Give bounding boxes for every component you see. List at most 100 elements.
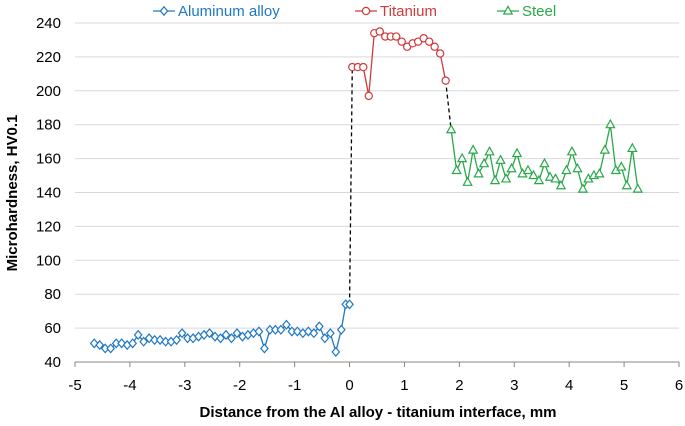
x-axis-title: Distance from the Al alloy - titanium in… — [199, 404, 556, 421]
x-axis — [74, 361, 680, 367]
y-tick-label: 240 — [36, 15, 61, 32]
aluminum-alloy-point — [314, 321, 324, 332]
aluminum-alloy-point — [276, 324, 286, 335]
aluminum-alloy-point — [282, 319, 291, 330]
legend-marker — [159, 5, 169, 17]
legend: Aluminum alloy Titanium Steel — [153, 3, 556, 20]
steel-point — [566, 145, 578, 156]
titanium-point — [441, 76, 450, 85]
y-tick-label: 220 — [36, 49, 61, 66]
aluminum-alloy-point — [106, 343, 116, 354]
x-tick-label: 0 — [345, 377, 353, 394]
steel-point — [445, 123, 457, 134]
legend-label: Titanium — [380, 3, 437, 20]
steel-point — [621, 179, 633, 190]
aluminum-alloy-point — [95, 339, 105, 351]
steel-point — [484, 145, 495, 156]
steel-point — [528, 169, 539, 180]
steel-point — [605, 118, 616, 129]
x-tick-label: -5 — [68, 377, 81, 394]
aluminum-alloy-point — [345, 299, 354, 310]
steel-point — [572, 162, 583, 173]
steel-point — [451, 164, 462, 175]
aluminum-alloy-point — [139, 336, 149, 347]
titanium-point — [397, 37, 406, 46]
aluminum-alloy-point — [260, 343, 269, 354]
aluminum-alloy-series — [89, 299, 354, 357]
y-tick-label: 140 — [36, 185, 61, 202]
y-axis-title: Microhardness, HV0.1 — [4, 115, 21, 272]
steel-point — [627, 142, 638, 153]
titanium-point — [375, 27, 384, 36]
steel-point — [473, 168, 484, 178]
y-tick-label: 100 — [36, 252, 61, 269]
titanium-point — [364, 91, 373, 101]
y-tick-label: 80 — [44, 286, 61, 303]
aluminum-alloy-point — [128, 338, 138, 349]
titanium-point — [430, 42, 439, 51]
dashed-connector — [348, 67, 353, 305]
aluminum-alloy-point — [221, 329, 231, 341]
aluminum-alloy-point — [303, 326, 313, 337]
x-tick-label: 6 — [675, 377, 683, 394]
steel-point — [511, 147, 523, 158]
titanium-point — [424, 37, 434, 46]
steel-point — [561, 164, 572, 175]
x-tick-label: 4 — [565, 377, 573, 394]
aluminum-alloy-point — [117, 338, 127, 349]
steel-point — [550, 173, 561, 183]
x-tick-label: -2 — [233, 377, 246, 394]
steel-point — [632, 183, 644, 193]
x-tick-labels: -5 -4 -3 -2 -1 0 1 2 3 4 5 6 — [68, 377, 683, 394]
steel-point — [533, 174, 545, 185]
x-tick-label: -3 — [178, 377, 191, 394]
dashed-connectors — [348, 67, 452, 305]
steel-point — [456, 152, 468, 163]
aluminum-alloy-point — [89, 338, 99, 349]
dashed-connector — [444, 80, 452, 130]
steel-point — [555, 179, 567, 190]
y-tick-label: 120 — [36, 218, 61, 235]
y-tick-label: 40 — [44, 354, 61, 371]
legend-item-aluminum-alloy: Aluminum alloy — [153, 3, 280, 20]
aluminum-alloy-point — [133, 329, 143, 341]
x-tick-label: -4 — [123, 377, 136, 394]
y-tick-label: 180 — [36, 117, 61, 134]
steel-point — [500, 173, 512, 183]
x-tick-label: 3 — [510, 377, 518, 394]
steel-point — [506, 162, 517, 173]
steel-point — [599, 144, 611, 154]
aluminum-alloy-point — [325, 328, 335, 339]
steel-point — [544, 171, 556, 181]
aluminum-alloy-point — [254, 326, 264, 337]
steel-point — [478, 157, 490, 168]
y-tick-labels: 40 60 80 100 120 140 160 180 200 220 240 — [36, 15, 61, 371]
steel-series — [445, 118, 644, 193]
steel-point — [489, 174, 501, 185]
steel-point — [495, 154, 506, 164]
titanium-point — [435, 49, 445, 58]
aluminum-alloy-point — [216, 333, 225, 344]
titanium-point — [392, 32, 401, 41]
legend-marker — [502, 5, 514, 15]
steel-point — [539, 157, 550, 168]
steel-point — [522, 164, 534, 175]
aluminum-alloy-point — [320, 333, 330, 344]
y-tick-label: 60 — [44, 320, 61, 337]
titanium-series — [348, 27, 450, 101]
series-group — [89, 27, 644, 357]
aluminum-alloy-point — [227, 333, 236, 344]
steel-line — [450, 124, 639, 191]
x-tick-label: 1 — [400, 377, 408, 394]
x-tick-label: -1 — [288, 377, 301, 394]
legend-item-titanium: Titanium — [355, 3, 437, 20]
legend-item-steel: Steel — [497, 3, 556, 20]
titanium-point — [359, 62, 368, 72]
steel-point — [616, 161, 627, 171]
aluminum-alloy-point — [292, 326, 302, 337]
gridlines — [75, 22, 679, 363]
aluminum-alloy-point — [172, 334, 181, 346]
legend-marker — [361, 6, 371, 16]
steel-point — [462, 176, 473, 186]
